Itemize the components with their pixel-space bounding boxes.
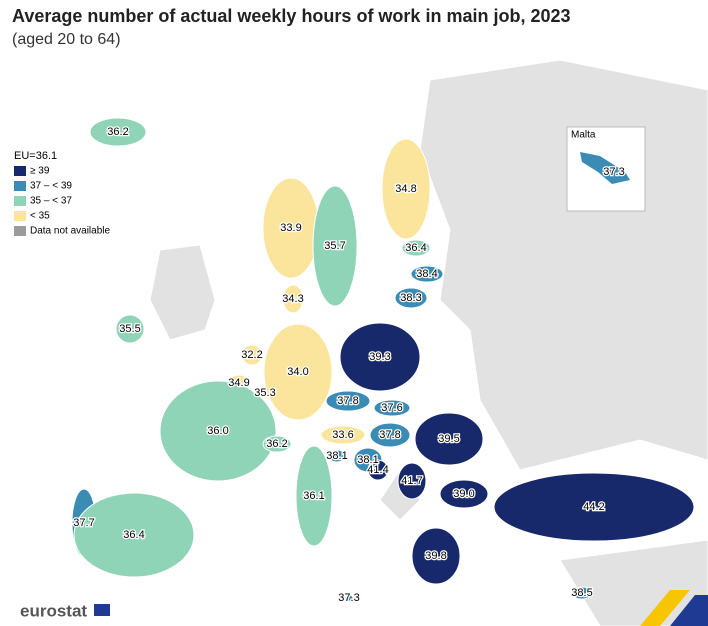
region-value: 44.2 xyxy=(583,501,604,513)
region-value: 33.9 xyxy=(280,222,301,234)
region xyxy=(115,314,145,344)
region-value: 36.2 xyxy=(266,438,287,450)
region-value: 34.3 xyxy=(282,293,303,305)
region-value: 37.6 xyxy=(381,402,402,414)
region xyxy=(73,492,195,578)
region-value: 37.8 xyxy=(337,395,358,407)
region-value: 38.4 xyxy=(416,268,437,280)
legend-swatch xyxy=(14,211,26,221)
region-value: 41.4 xyxy=(367,464,388,476)
region-value: 34.0 xyxy=(287,366,308,378)
inset-title: Malta xyxy=(571,130,596,141)
region-value: 34.8 xyxy=(395,183,416,195)
region xyxy=(571,586,593,600)
decor xyxy=(640,590,690,626)
legend-label: 35 – < 37 xyxy=(30,196,72,207)
region xyxy=(493,472,695,542)
region xyxy=(320,425,366,445)
legend-swatch xyxy=(14,196,26,206)
region xyxy=(369,422,411,448)
region-value: 39.3 xyxy=(369,351,390,363)
region xyxy=(373,399,411,417)
region xyxy=(381,138,431,240)
legend-label: 37 – < 39 xyxy=(30,181,72,192)
region xyxy=(159,380,277,482)
region-value: 36.1 xyxy=(303,490,324,502)
logo: eurostat xyxy=(20,601,87,620)
region-value: 38.1 xyxy=(357,454,378,466)
region xyxy=(241,344,263,366)
region xyxy=(401,239,431,257)
region xyxy=(439,479,489,509)
labels: 36.2 33.9 35.7 34.8 36.4 38.4 38.3 34.3 35.5 32.2… xyxy=(72,125,606,606)
legend-swatch xyxy=(14,226,26,236)
region-value: 35.7 xyxy=(324,240,345,252)
region xyxy=(282,284,304,314)
region xyxy=(262,435,292,453)
region xyxy=(367,459,389,481)
region-value: 39.0 xyxy=(453,488,474,500)
legend-label: ≥ 39 xyxy=(30,166,50,177)
region xyxy=(394,287,428,309)
legend-swatch xyxy=(14,166,26,176)
region-value: 37.7 xyxy=(73,517,94,529)
region-value: 39.5 xyxy=(438,433,459,445)
region-value: 36.4 xyxy=(123,529,144,541)
region-value: 35.5 xyxy=(119,323,140,335)
region-value: 41.7 xyxy=(401,475,422,487)
region xyxy=(414,412,484,466)
region-value: 32.2 xyxy=(241,349,262,361)
legend-title: EU=36.1 xyxy=(14,150,57,162)
region xyxy=(325,390,371,412)
region-value: 37.8 xyxy=(379,429,400,441)
region xyxy=(89,117,147,147)
region-value: 37.3 xyxy=(338,592,359,604)
legend-label: < 35 xyxy=(30,211,50,222)
region-value: 36.0 xyxy=(207,425,228,437)
eu-flag xyxy=(94,604,110,616)
inset-region xyxy=(580,152,630,184)
title: Average number of actual weekly hours of… xyxy=(12,6,571,26)
inset-value: 37.3 xyxy=(603,166,624,178)
legend-label: Data not available xyxy=(30,226,110,237)
region xyxy=(397,462,427,500)
region-value: 33.6 xyxy=(332,429,353,441)
region-value: 34.9 xyxy=(228,377,249,389)
region xyxy=(263,323,333,421)
subtitle: (aged 20 to 64) xyxy=(12,31,121,48)
legend-swatch xyxy=(14,181,26,191)
region-value: 36.4 xyxy=(405,242,426,254)
region-value: 38.3 xyxy=(400,292,421,304)
region xyxy=(344,594,354,602)
region xyxy=(339,322,421,392)
region-value: 35.3 xyxy=(254,387,275,399)
decor xyxy=(670,595,708,626)
region-value: 39.8 xyxy=(425,550,446,562)
region-value: 38.5 xyxy=(571,587,592,599)
region xyxy=(295,445,333,547)
region xyxy=(410,265,444,283)
region-value: 38.1 xyxy=(326,450,347,462)
region xyxy=(312,185,358,307)
region xyxy=(411,527,461,585)
region-value: 36.2 xyxy=(107,126,128,138)
legend: EU=36.1 ≥ 39 37 – < 39 35 – < 37 < 35 Data n… xyxy=(14,150,110,237)
region xyxy=(328,449,346,463)
